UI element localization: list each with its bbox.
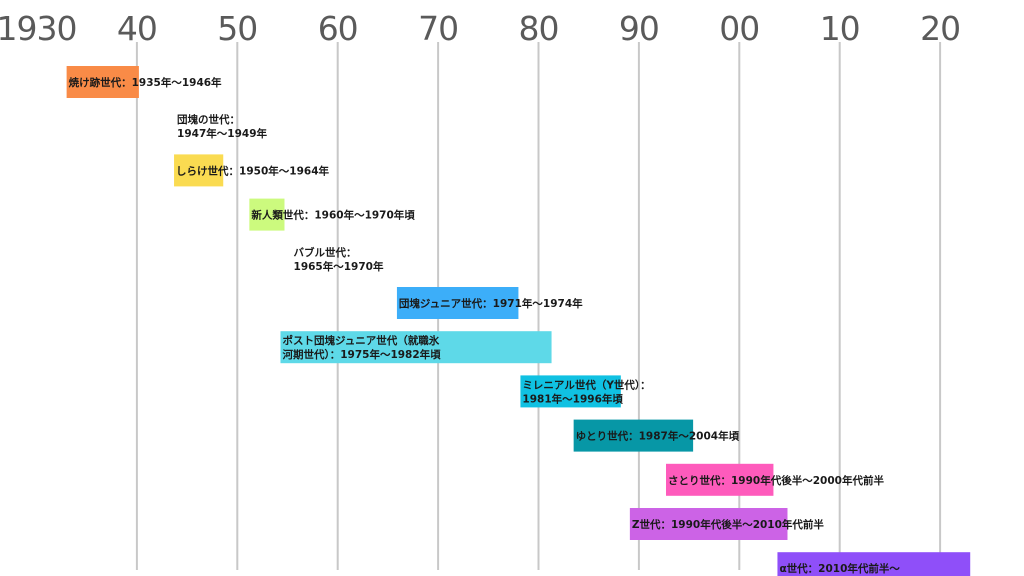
x-tick-label-40: 40 xyxy=(117,9,157,48)
generation-bar-label: α世代：2010年代前半～ xyxy=(779,562,900,575)
generation-bar-label: ミレニアル世代（Y世代）： xyxy=(522,378,650,391)
generation-bar-label: しらけ世代：1950年～1964年 xyxy=(176,164,329,177)
generation-bar-rect xyxy=(174,154,224,187)
x-tick-label-90: 90 xyxy=(619,9,659,48)
gridlines xyxy=(135,42,942,570)
generation-bar-label: 1981年～1996年頃 xyxy=(522,392,623,405)
generation-bar-label: ゆとり世代：1987年～2004年頃 xyxy=(576,430,740,443)
x-tick-label-10: 10 xyxy=(820,9,860,48)
x-tick-label-70: 70 xyxy=(418,9,458,48)
x-axis-tick-labels: 1930 40 50 60 70 80 90 00 10 20 xyxy=(0,9,961,48)
generation-bar-2: 団塊の世代：1947年～1949年 xyxy=(177,113,267,140)
generation-bar-label: 団塊の世代： xyxy=(177,113,240,126)
generation-bar-8: ミレニアル世代（Y世代）：1981年～1996年頃 xyxy=(520,375,651,408)
generation-bar-11: Z世代：1990年代後半～2010年代前半 xyxy=(629,508,825,540)
generation-bar-rect xyxy=(777,552,971,576)
generation-bar-rect xyxy=(520,375,621,408)
generation-bar-label: 団塊ジュニア世代：1971年～1974年 xyxy=(399,297,583,310)
generation-bar-3: しらけ世代：1950年～1964年 xyxy=(174,154,329,187)
generation-bar-rect xyxy=(629,508,788,540)
x-tick-label-50: 50 xyxy=(217,9,257,48)
generation-bar-9: ゆとり世代：1987年～2004年頃 xyxy=(573,419,740,452)
generation-bar-rect xyxy=(573,419,694,452)
generation-bars: 焼け跡世代：1935年～1946年団塊の世代：1947年～1949年しらけ世代：… xyxy=(66,66,971,576)
generation-bar-label: 1965年～1970年 xyxy=(294,260,384,273)
generation-bar-4: 新人類世代：1960年～1970年頃 xyxy=(249,198,415,231)
x-tick-label-80: 80 xyxy=(519,9,559,48)
generation-bar-rect xyxy=(666,463,774,496)
generation-bar-rect xyxy=(280,331,552,364)
generation-bar-rect xyxy=(249,198,285,231)
generation-bar-label: さとり世代：1990年代後半～2000年代前半 xyxy=(668,474,884,487)
generation-bar-12: α世代：2010年代前半～ xyxy=(777,552,971,576)
x-tick-label-1930: 1930 xyxy=(0,9,76,48)
generation-bar-label: バブル世代： xyxy=(294,246,357,259)
generation-bar-label: 新人類世代：1960年～1970年頃 xyxy=(251,209,415,222)
x-tick-label-60: 60 xyxy=(318,9,358,48)
generation-bar-label: Z世代：1990年代後半～2010年代前半 xyxy=(632,518,825,531)
generation-bar-rect xyxy=(396,287,519,319)
generation-bar-label: ポスト団塊ジュニア世代（就職氷 xyxy=(282,334,439,347)
generation-bar-1: 焼け跡世代：1935年～1946年 xyxy=(66,66,222,98)
generation-bar-label: 河期世代）：1975年～1982年頃 xyxy=(282,348,441,361)
generation-bar-6: 団塊ジュニア世代：1971年～1974年 xyxy=(396,287,583,319)
x-tick-label-20: 20 xyxy=(920,9,960,48)
generation-bar-5: バブル世代：1965年～1970年 xyxy=(294,246,384,273)
generation-bar-rect xyxy=(66,66,139,98)
generation-bar-label: 1947年～1949年 xyxy=(177,127,267,140)
generation-bar-10: さとり世代：1990年代後半～2000年代前半 xyxy=(666,463,884,496)
generation-bar-label: 焼け跡世代：1935年～1946年 xyxy=(69,76,222,89)
x-tick-label-00: 00 xyxy=(719,9,759,48)
